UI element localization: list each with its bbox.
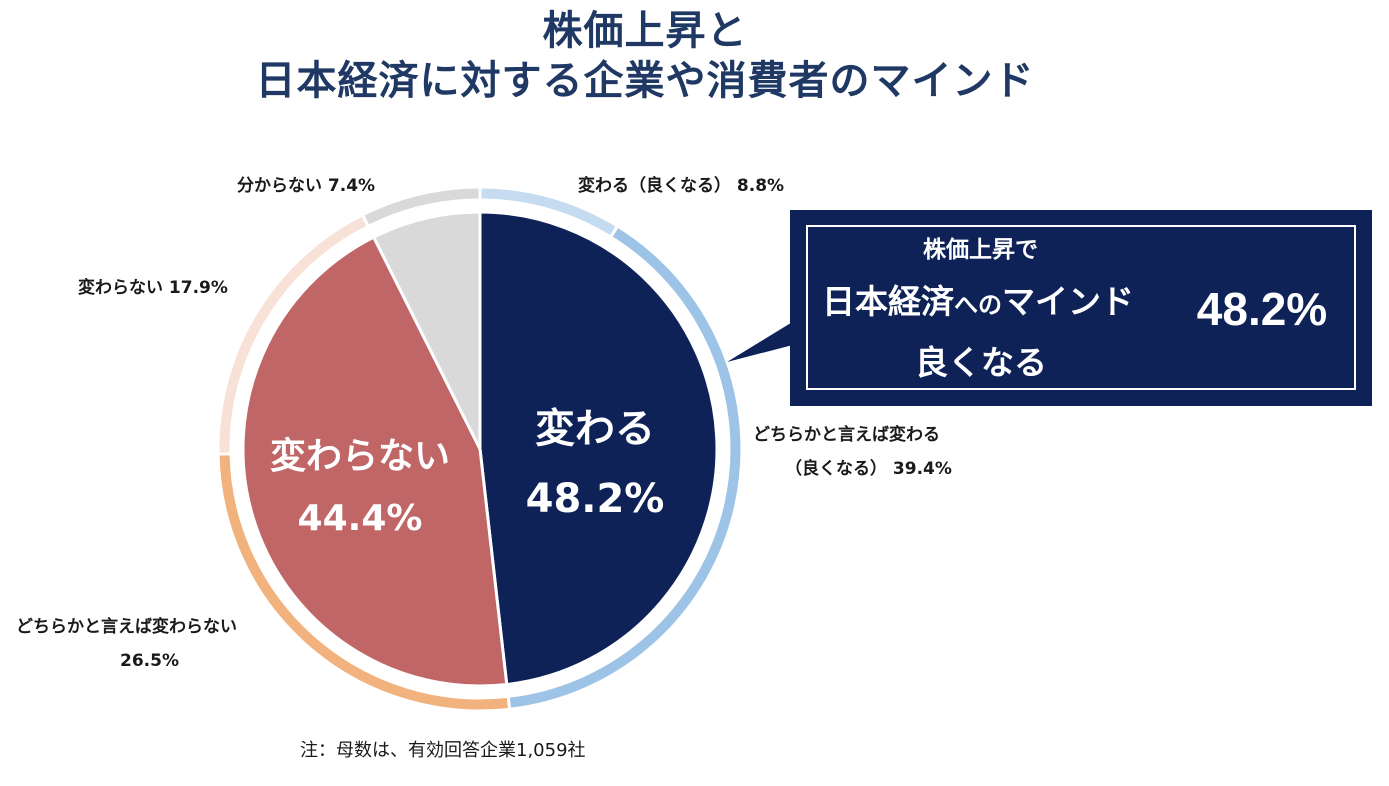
outer-label-somewhat-better-2: （良くなる） 39.4% [785,458,952,479]
outer-label-unknown: 分からない 7.4% [237,176,375,196]
inner-label-change-name: 変わる [535,406,655,452]
callout-line-2a: 日本経済 [822,282,955,321]
outer-label-better: 変わる（良くなる） 8.8% [578,175,784,196]
inner-label-change-value: 48.2% [526,476,665,522]
outer-label-somewhat-nochange-1: どちらかと言えば変わらない [16,616,237,637]
inner-label-nochange-name: 変わらない [270,435,450,477]
title-line-2: 日本経済に対する企業や消費者のマインド [255,58,1035,104]
callout-value: 48.2% [1197,283,1327,335]
inner-label-nochange-value: 44.4% [298,498,423,539]
callout-line-2c: マインド [1002,282,1134,321]
outer-label-somewhat-nochange-2: 26.5% [120,651,179,671]
callout-line-3: 良くなる [915,343,1047,382]
footnote: 注：母数は、有効回答企業1,059社 [300,740,586,761]
outer-label-somewhat-better-1: どちらかと言えば変わる [753,424,940,445]
outer-label-nochange: 変わらない 17.9% [78,277,228,298]
inner-slice-1 [241,235,509,688]
callout-line-2b: への [954,291,1002,319]
chart-title: 株価上昇と 日本経済に対する企業や消費者のマインド [0,6,1290,106]
callout-inner-border [806,225,1356,390]
outer-ring [216,185,744,713]
callout-line-2: 日本経済へのマインド [822,282,1134,321]
outer-slice-4 [360,185,482,229]
inner-pie [241,210,719,688]
callout-line-1: 株価上昇で [923,237,1038,263]
title-line-1: 株価上昇と [542,8,748,54]
inner-slice-2 [371,210,482,450]
callout-box [790,210,1372,406]
inner-slice-0 [478,210,719,687]
